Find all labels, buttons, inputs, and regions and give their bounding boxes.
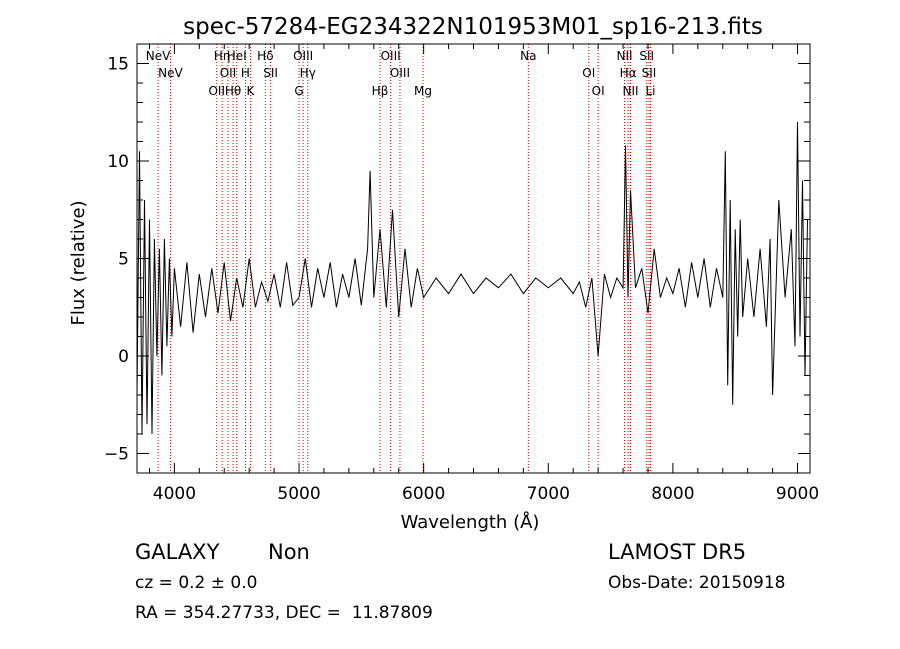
spectral-line-label: OI: [592, 84, 605, 98]
spectral-line-label: H: [241, 66, 250, 80]
spectral-line-label: OIII: [381, 49, 401, 63]
spectral-line-label: G: [294, 84, 303, 98]
y-axis-label: Flux (relative): [68, 200, 89, 325]
survey-name: LAMOST DR5: [608, 540, 747, 564]
spectral-line-label: K: [246, 84, 255, 98]
spectral-line-label: SII: [642, 66, 657, 80]
spectral-line-labels: NeVNeVOIIHηOIIHθHeIHKHδSIIGOIIIHγHβOIIIO…: [146, 49, 657, 98]
spectral-line-label: HeI: [227, 49, 247, 63]
x-tick-label: 5000: [277, 484, 320, 504]
spectral-line-label: Hθ: [225, 84, 241, 98]
spectral-line-label: Hη: [214, 49, 231, 63]
spectral-line-label: Mg: [414, 84, 432, 98]
redshift-value: cz = 0.2 ± 0.0: [135, 573, 258, 593]
spectral-line-label: Li: [645, 84, 655, 98]
chart-title: spec-57284-EG234322N101953M01_sp16-213.f…: [183, 14, 763, 40]
spectral-line-label: Hδ: [257, 49, 273, 63]
spectral-line-label: OIII: [293, 49, 313, 63]
spectral-line-label: NeV: [146, 49, 171, 63]
spectral-line-label: Na: [520, 49, 536, 63]
y-axis: −5 0 5 10 15: [104, 43, 810, 474]
object-class: GALAXY: [135, 540, 220, 564]
spectral-line-label: OIII: [390, 66, 410, 80]
y-tick-label: 0: [118, 347, 129, 367]
x-tick-label: 7000: [527, 484, 570, 504]
coordinates: RA = 354.27733, DEC = 11.87809: [135, 603, 433, 623]
y-tick-label: −5: [104, 445, 129, 465]
spectral-line-label: Hα: [620, 66, 637, 80]
y-tick-label: 5: [118, 250, 129, 270]
spectral-line-label: OII: [208, 84, 225, 98]
x-axis-label: Wavelength (Å): [401, 511, 540, 533]
spectrum-line: [136, 121, 808, 435]
spectral-line-label: Hγ: [300, 66, 316, 80]
spectral-line-label: NII: [617, 49, 633, 63]
x-tick-label: 8000: [651, 484, 694, 504]
spectral-line-label: OI: [582, 66, 595, 80]
spectrum-chart: spec-57284-EG234322N101953M01_sp16-213.f…: [68, 14, 819, 533]
observation-date: Obs-Date: 20150918: [608, 573, 786, 593]
spectral-line-label: SII: [639, 49, 654, 63]
spectral-line-label: NII: [623, 84, 639, 98]
spectral-line-label: SII: [263, 66, 278, 80]
spectral-line-label: OII: [220, 66, 237, 80]
y-tick-label: 10: [107, 152, 129, 172]
spectral-line-label: Hβ: [372, 84, 389, 98]
spectral-line-markers: [157, 44, 651, 473]
x-axis: 4000 5000 6000 7000 8000 9000: [148, 44, 819, 504]
plot-frame: [136, 43, 811, 474]
x-tick-label: 6000: [402, 484, 445, 504]
object-subclass: Non: [268, 540, 310, 564]
spectral-line-label: NeV: [158, 66, 183, 80]
x-tick-label: 4000: [153, 484, 196, 504]
x-tick-label: 9000: [776, 484, 819, 504]
y-tick-label: 15: [107, 55, 129, 75]
